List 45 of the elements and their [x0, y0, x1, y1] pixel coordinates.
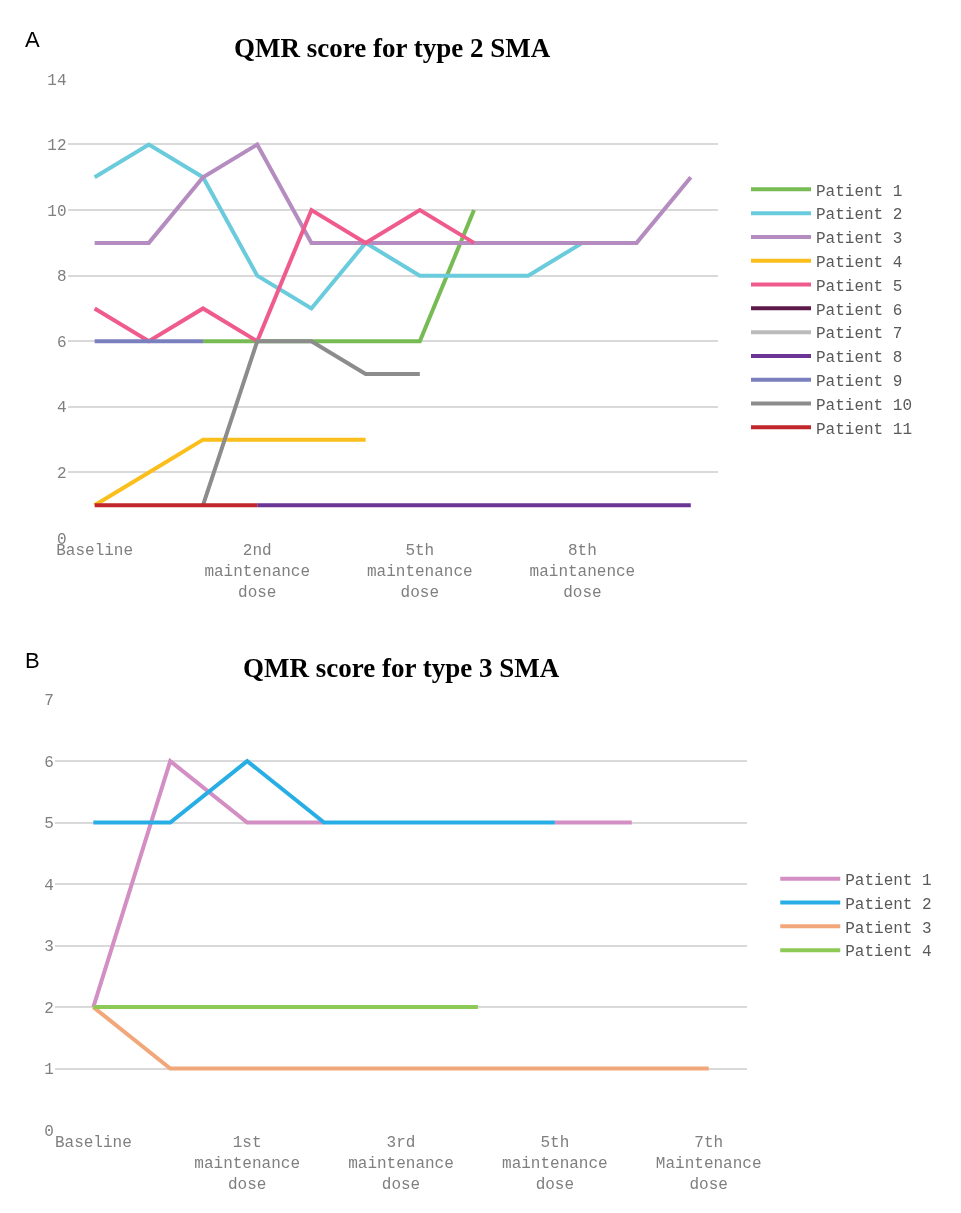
x-tick-label: 8th maintanence dose — [529, 542, 636, 602]
text: A — [25, 27, 40, 52]
legend-label: Patient 5 — [816, 277, 903, 296]
legend-label: Patient 3 — [816, 230, 903, 249]
y-tick-label: 6 — [56, 333, 67, 352]
x-tick-label: 5th maintenance dose — [367, 542, 473, 602]
legend-label: Patient 3 — [845, 919, 932, 938]
legend-label: Patient 1 — [845, 871, 932, 890]
line-series — [92, 142, 585, 311]
y-tick-label: 1 — [44, 1061, 54, 1080]
chart-title: QMR score for type 3 SMA — [243, 653, 560, 683]
legend-label: Patient 9 — [816, 373, 903, 391]
y-tick-label: 12 — [47, 137, 67, 156]
y-tick-label: 2 — [56, 465, 67, 484]
y-tick-label: 8 — [56, 268, 67, 287]
x-tick-label: 5th maintenance dose — [502, 1134, 608, 1194]
legend-label: Patient 7 — [816, 325, 903, 344]
y-tick-label: 2 — [44, 999, 54, 1018]
legend-label: Patient 4 — [816, 254, 903, 272]
text: B — [25, 648, 40, 673]
x-tick-label: 7th Maintenance dose — [655, 1134, 762, 1194]
x-tick-label: 2nd maintenance dose — [204, 542, 311, 602]
y-tick-label: 5 — [44, 815, 54, 834]
y-tick-label: 10 — [47, 202, 67, 221]
legend-label: Patient 2 — [816, 206, 903, 225]
line-series — [92, 208, 477, 344]
y-tick-label: 3 — [44, 938, 54, 957]
y-tick-label: 6 — [44, 753, 54, 772]
legend-label: Patient 2 — [845, 895, 932, 914]
x-tick-label: 3rd maintenance dose — [348, 1134, 454, 1194]
legend-label: Patient 10 — [816, 396, 913, 415]
y-tick-label: 0 — [44, 1122, 54, 1141]
x-tick-label: 1st maintenance dose — [194, 1134, 300, 1194]
legend-label: Patient 4 — [845, 943, 932, 962]
y-tick-label: 4 — [44, 876, 54, 895]
x-tick-label: Baseline — [56, 542, 134, 560]
y-tick-label: 7 — [44, 692, 54, 711]
y-tick-label: 4 — [56, 399, 67, 418]
legend-label: Patient 8 — [816, 349, 903, 368]
y-tick-label: 14 — [47, 71, 67, 90]
legend-label: Patient 11 — [816, 420, 913, 439]
x-tick-label: Baseline — [54, 1134, 132, 1153]
legend-label: Patient 6 — [816, 301, 903, 320]
chart-title: QMR score for type 2 SMA — [234, 33, 551, 63]
legend-label: Patient 1 — [816, 182, 903, 201]
